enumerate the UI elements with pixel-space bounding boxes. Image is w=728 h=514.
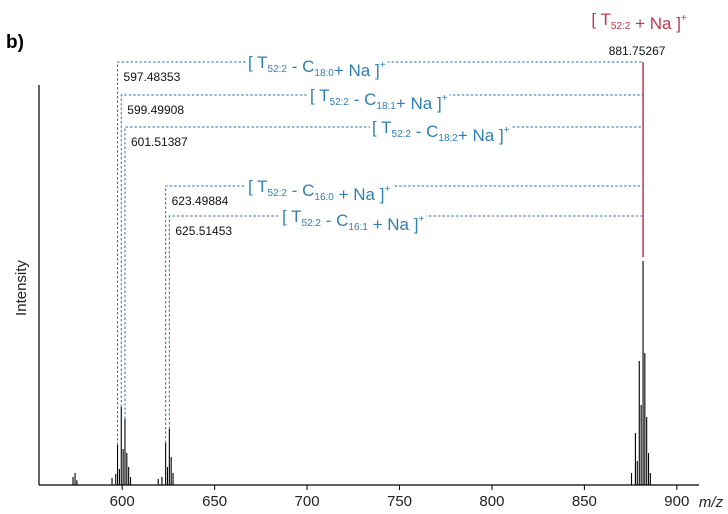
x-tick-label: 600 (110, 493, 135, 510)
x-tick-label: 750 (387, 493, 412, 510)
precursor-ion-label: [ T52:2 + Na ]+ (591, 10, 687, 33)
precursor-mz-label: 881.75267 (609, 44, 666, 58)
annotation-labels: [ T52:2 + Na ]+ 881.75267 597.48353 599.499… (124, 10, 687, 238)
fragment-mz-label: 625.51453 (175, 224, 232, 238)
panel-label: b) (6, 32, 24, 53)
y-axis-title: Intensity (13, 260, 30, 316)
fragment-guide (120, 94, 644, 407)
fragment-guide (165, 185, 644, 443)
fragment-mz-label: 597.48353 (124, 70, 181, 84)
label-background (370, 118, 512, 145)
fragment-ion-label: [ T52:2 - C16:0 + Na ]+ (248, 177, 390, 204)
annotation-guides (117, 61, 644, 445)
fragment-mz-label: 601.51387 (131, 135, 188, 149)
x-axis-title: m/z (699, 494, 724, 511)
label-background (246, 53, 388, 80)
x-tick-label: 900 (664, 493, 689, 510)
fragment-ion-label: [ T52:2 - C16:1 + Na ]+ (282, 207, 424, 234)
label-background (246, 177, 393, 204)
fragment-ion-label: [ T52:2 - C18:1+ Na ]+ (310, 86, 448, 113)
x-tick-label: 800 (479, 493, 504, 510)
fragment-ion-label: [ T52:2 - C18:0+ Na ]+ (248, 53, 386, 80)
x-tick-label: 850 (572, 493, 597, 510)
label-background (308, 86, 450, 113)
fragment-mz-label: 599.49908 (127, 103, 184, 117)
fragment-guide (117, 61, 644, 445)
x-axis-ticks: 600 650 700 750 800 850 900 (110, 485, 689, 510)
x-tick-label: 650 (202, 493, 227, 510)
fragment-guide (124, 126, 644, 419)
fragment-ion-label: [ T52:2 - C18:2+ Na ]+ (372, 118, 510, 145)
fragment-mz-label: 623.49884 (172, 194, 229, 208)
spectrum-peaks (72, 261, 651, 485)
x-tick-label: 700 (295, 493, 320, 510)
label-background (280, 207, 427, 234)
fragment-guide (168, 215, 644, 429)
